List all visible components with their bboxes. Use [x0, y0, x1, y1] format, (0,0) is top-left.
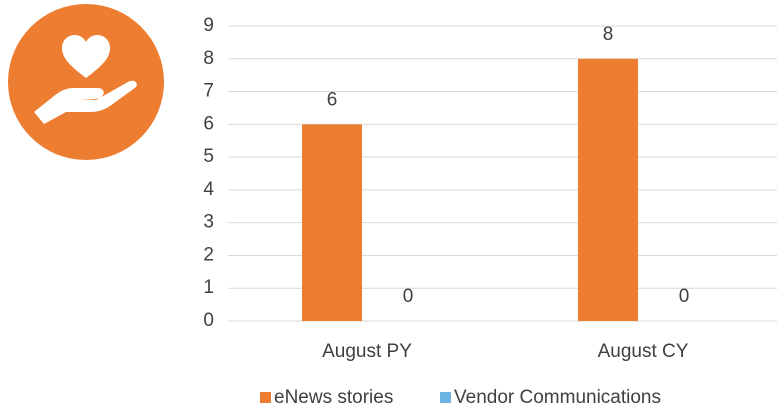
x-tick-label: August CY [598, 341, 689, 362]
bar [302, 124, 362, 321]
data-label: 0 [403, 286, 414, 307]
y-tick-label: 2 [203, 244, 214, 265]
x-tick-label: August PY [322, 341, 412, 362]
y-tick-label: 7 [203, 81, 214, 102]
data-label: 6 [327, 89, 338, 110]
icon-hand [34, 80, 137, 124]
y-tick-label: 3 [203, 212, 214, 233]
y-tick-label: 0 [203, 310, 214, 331]
y-tick-label: 5 [203, 146, 214, 167]
bar [578, 58, 638, 322]
y-tick-label: 6 [203, 113, 214, 134]
legend-label: Vendor Communications [454, 387, 661, 408]
data-label: 0 [679, 286, 690, 307]
y-tick-label: 4 [203, 179, 214, 200]
data-label: 8 [603, 24, 614, 45]
legend-swatch [260, 392, 271, 403]
y-tick-label: 8 [203, 48, 214, 69]
legend-label: eNews stories [274, 387, 393, 408]
icon-circle [8, 4, 164, 160]
icon [8, 4, 164, 160]
icon-heart [62, 35, 110, 78]
legend-swatch [440, 392, 451, 403]
y-tick-label: 9 [203, 15, 214, 36]
y-tick-label: 1 [203, 277, 214, 298]
